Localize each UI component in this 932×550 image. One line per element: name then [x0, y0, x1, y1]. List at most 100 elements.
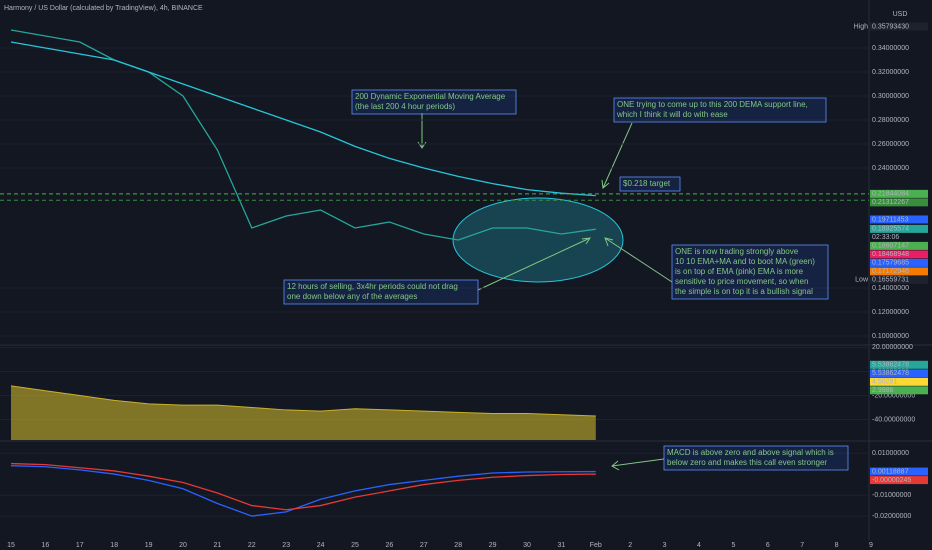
annotation-text: $0.218 target	[623, 179, 671, 188]
price-label-bg	[870, 476, 928, 485]
x-tick-label: 25	[351, 542, 359, 549]
x-tick-label: 7	[800, 542, 804, 549]
y-tick-label: -0.01000000	[872, 492, 911, 499]
x-tick-label: 2	[628, 542, 632, 549]
x-tick-label: 9	[869, 542, 873, 549]
price-label: 0.19711453	[872, 216, 909, 223]
x-tick-label: 21	[214, 542, 222, 549]
annotation-text: 12 hours of selling, 3x4hr periods could…	[287, 282, 458, 291]
annotation-text: 10 10 EMA+MA and to boot MA (green)	[675, 257, 815, 266]
price-label-bg	[870, 250, 928, 259]
x-tick-label: 29	[489, 542, 497, 549]
x-tick-label: 28	[454, 542, 462, 549]
highlight-ellipse	[452, 197, 624, 283]
series-line	[10, 29, 596, 241]
price-label-bg	[870, 224, 928, 233]
price-label-bg	[870, 258, 928, 267]
price-label: 0.18607147	[872, 243, 909, 250]
y-tick-label: 0.28000000	[872, 117, 909, 124]
annotation-text: the simple is on top it is a bullish sig…	[675, 287, 813, 296]
price-label-bg	[870, 189, 928, 198]
price-label: 0.17172946	[872, 268, 909, 275]
annotation-box	[619, 176, 681, 192]
price-tag: High	[854, 23, 869, 30]
series-line	[10, 465, 596, 517]
y-tick-label: 20.00000000	[872, 344, 913, 351]
x-tick-label: 27	[420, 542, 428, 549]
price-label: 0.17579685	[872, 260, 909, 267]
y-tick-label: 0.01000000	[872, 450, 909, 457]
x-tick-label: 22	[248, 542, 256, 549]
annotation-box	[663, 445, 849, 471]
y-tick-label: 0.10000000	[872, 333, 909, 340]
annotation-box	[283, 279, 479, 305]
price-label: 0.18468948	[872, 251, 909, 258]
price-label-bg	[870, 215, 928, 224]
annotation-text: one down below any of the averages	[287, 292, 417, 301]
price-label: 0.21312267	[872, 199, 909, 206]
annotation-text: sensitive to price movement, so when	[675, 277, 808, 286]
price-label-bg	[870, 377, 928, 386]
price-label-bg	[870, 241, 928, 250]
x-tick-label: 24	[317, 542, 325, 549]
x-tick-label: 17	[76, 542, 84, 549]
x-tick-label: 16	[42, 542, 50, 549]
price-label-bg	[870, 267, 928, 276]
x-tick-label: 3	[663, 542, 667, 549]
annotation-text: is on top of EMA (pink) EMA is more	[675, 267, 804, 276]
series-line	[10, 41, 596, 197]
currency: USD	[893, 11, 908, 18]
x-tick-label: 8	[835, 542, 839, 549]
x-tick-label: 4	[697, 542, 701, 549]
annotation-box	[671, 244, 829, 300]
header-title: Harmony / US Dollar (calculated by Tradi…	[4, 5, 203, 12]
x-tick-label: 26	[386, 542, 394, 549]
y-tick-label: -20.00000000	[872, 392, 915, 399]
y-tick-label: 0.34000000	[872, 45, 909, 52]
y-tick-label: -0.02000000	[872, 513, 911, 520]
annotation-text: below zero and makes this call even stro…	[667, 458, 827, 467]
x-tick-label: 5	[731, 542, 735, 549]
y-tick-label: 0.32000000	[872, 69, 909, 76]
annotation-text: which I think it will do with ease	[616, 110, 728, 119]
annotation-box	[351, 89, 517, 115]
price-label-bg	[870, 386, 928, 395]
y-tick-label: 0.12000000	[872, 309, 909, 316]
x-tick-label: 23	[282, 542, 290, 549]
price-label-bg	[870, 198, 928, 207]
y-tick-label: 0.30000000	[872, 93, 909, 100]
price-label: 2.9986	[872, 387, 894, 394]
series-line	[10, 462, 596, 511]
annotation-text: 200 Dynamic Exponential Moving Average	[355, 92, 506, 101]
annotation-text: MACD is above zero and above signal whic…	[667, 448, 834, 457]
price-label-bg	[870, 275, 928, 284]
y-tick-label: -40.00000000	[872, 416, 915, 423]
x-tick-label: 31	[558, 542, 566, 549]
x-tick-label: 19	[145, 542, 153, 549]
x-tick-label: Feb	[590, 542, 602, 549]
annotation-text: ONE trying to come up to this 200 DEMA s…	[617, 100, 808, 109]
arrows	[417, 113, 673, 471]
x-tick-label: 20	[179, 542, 187, 549]
price-label: 0.18925574	[872, 226, 909, 233]
y-tick-label: 0.26000000	[872, 141, 909, 148]
countdown: 02:33:06	[872, 234, 899, 241]
price-label: 0.35793430	[872, 23, 909, 30]
x-tick-label: 30	[523, 542, 531, 549]
price-label: 0.21844084	[872, 191, 909, 198]
annotation-text: (the last 200 4 hour periods)	[355, 102, 455, 111]
price-label: 5.53862478	[872, 362, 909, 369]
x-tick-label: 6	[766, 542, 770, 549]
x-tick-label: 15	[7, 542, 15, 549]
price-label-bg	[870, 22, 928, 31]
annotation-box	[613, 97, 827, 123]
area-fill	[11, 385, 596, 440]
price-label: 5.53862478	[872, 370, 909, 377]
y-tick-label: 0.14000000	[872, 285, 909, 292]
price-label-bg	[870, 369, 928, 378]
y-tick-label: 0.24000000	[872, 165, 909, 172]
area-line	[10, 385, 596, 417]
price-label-bg	[870, 467, 928, 476]
